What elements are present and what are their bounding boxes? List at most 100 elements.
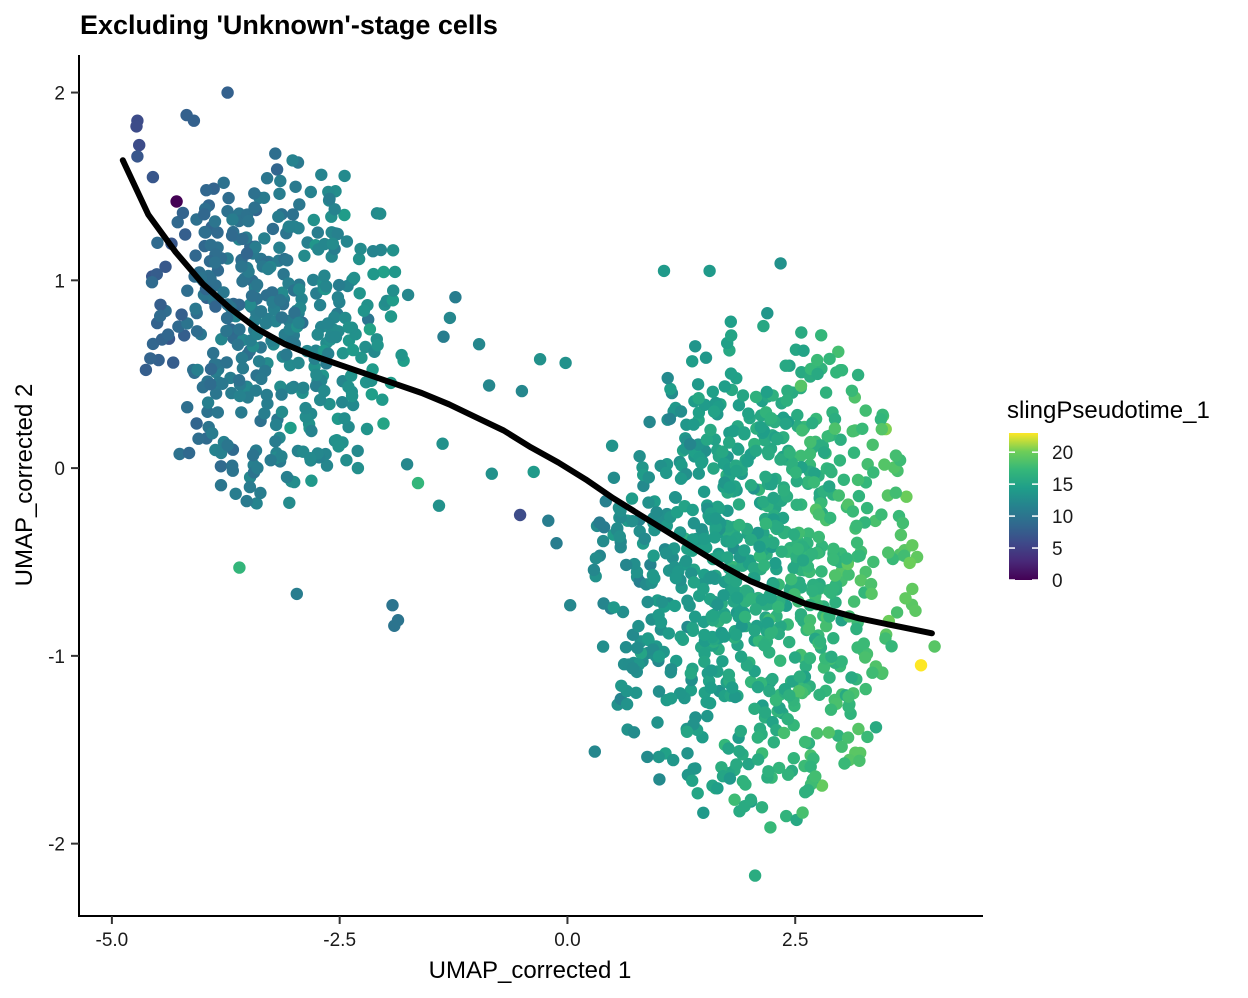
cell-point (340, 454, 353, 467)
cell-point (791, 542, 804, 556)
legend-tick-label: 5 (1052, 539, 1063, 560)
cell-point (211, 226, 224, 239)
cell-point (187, 114, 201, 127)
cell-point (842, 568, 855, 581)
cell-point (400, 458, 414, 471)
cell-point (175, 308, 188, 321)
cell-point (757, 559, 771, 572)
cell-point (796, 806, 809, 819)
cell-point (275, 405, 289, 419)
cell-point (717, 589, 730, 602)
cell-point (734, 724, 747, 738)
cell-point (754, 420, 767, 434)
cell-point (689, 340, 702, 353)
cell-point (838, 757, 851, 770)
cell-point (660, 547, 673, 560)
cell-point (748, 624, 761, 637)
cell-point (909, 604, 922, 617)
cell-point (607, 601, 620, 614)
cell-point (273, 187, 286, 200)
cell-point (550, 537, 563, 550)
cell-point (781, 384, 794, 397)
cell-point (642, 471, 655, 484)
cell-point (753, 540, 766, 553)
cell-point (691, 787, 704, 800)
cell-point (527, 465, 540, 479)
cell-point (596, 640, 610, 653)
cell-point (691, 378, 705, 391)
cell-point (190, 325, 204, 338)
cell-point (304, 185, 317, 199)
cell-point (226, 213, 239, 226)
cell-point (346, 398, 360, 412)
cell-point (820, 619, 833, 633)
cell-point (856, 422, 869, 435)
cell-point (607, 471, 621, 484)
cell-point (130, 120, 143, 133)
cell-point (828, 569, 842, 582)
cell-point (767, 491, 780, 505)
cell-point (823, 480, 836, 493)
cell-point (744, 793, 758, 806)
cell-point (351, 444, 364, 458)
cell-point (647, 549, 660, 562)
cell-point (833, 454, 847, 467)
x-axis-title: UMAP_corrected 1 (429, 957, 632, 984)
cell-point (387, 284, 400, 297)
cell-point (709, 512, 722, 525)
cell-point (588, 745, 601, 758)
cell-point (638, 532, 651, 545)
cell-point (900, 490, 913, 503)
cell-point (254, 305, 268, 318)
cell-point (796, 554, 810, 567)
cell-point (615, 679, 628, 692)
cell-point (825, 650, 838, 663)
cell-point (845, 384, 859, 397)
cell-point (841, 731, 855, 744)
cell-point (899, 592, 912, 605)
cell-point (662, 627, 675, 640)
cell-point (822, 726, 835, 739)
cell-point (789, 466, 802, 479)
cell-point (265, 286, 279, 299)
cell-point (270, 163, 284, 176)
y-tick-label: -1 (48, 647, 65, 668)
cell-point (299, 401, 312, 415)
cell-point (797, 344, 810, 357)
cell-point (323, 397, 336, 411)
cell-point (828, 412, 842, 426)
cell-point (732, 498, 746, 511)
cell-point (845, 671, 858, 684)
cell-point (258, 407, 271, 420)
cell-point (386, 244, 400, 257)
cell-point (204, 362, 218, 376)
cell-point (449, 291, 462, 304)
cell-point (208, 256, 222, 269)
y-tick-label: 0 (54, 459, 65, 480)
cell-point (346, 343, 360, 357)
cell-point (597, 597, 610, 610)
cell-point (729, 690, 742, 704)
cell-point (619, 641, 633, 654)
cell-point (692, 467, 705, 480)
cell-point (804, 760, 817, 773)
cell-point (214, 479, 228, 492)
y-tick-label: -2 (48, 835, 65, 856)
cell-point (371, 339, 384, 352)
cell-point (297, 381, 310, 394)
cell-point (734, 650, 748, 663)
cell-point (757, 319, 770, 333)
cell-point (472, 338, 486, 351)
cell-point (894, 528, 908, 542)
cell-point (861, 730, 874, 744)
cell-point (171, 216, 184, 229)
cell-point (764, 821, 777, 834)
cell-point (683, 438, 697, 451)
cell-point (620, 698, 634, 711)
cell-point (226, 459, 239, 472)
cell-point (815, 329, 828, 342)
cell-point (650, 506, 663, 519)
cell-point (533, 353, 547, 366)
cell-point (824, 586, 838, 599)
